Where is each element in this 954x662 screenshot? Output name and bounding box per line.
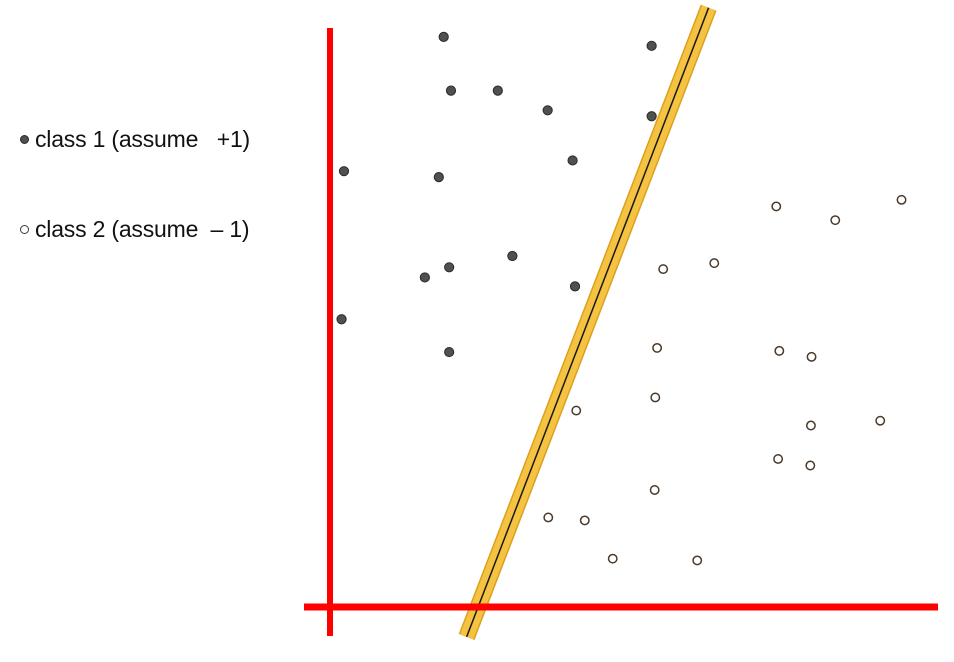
class-1-point (492, 85, 503, 96)
class-2-point (774, 345, 785, 356)
class-1-point (438, 31, 449, 42)
hollow-circle-icon (20, 224, 29, 234)
class-1-point (507, 250, 518, 262)
class-1-point (338, 166, 350, 177)
decision-boundary (458, 4, 717, 640)
filled-circle-icon (20, 134, 29, 144)
legend-label-class-1: class 1 (assume +1) (35, 126, 251, 152)
class-1-point (445, 85, 457, 96)
legend-label-class-2: class 2 (assume – 1) (35, 216, 250, 242)
class-2-point (543, 512, 554, 523)
class-1-point (567, 155, 578, 166)
class-2-point (709, 258, 720, 269)
class-1-point (336, 314, 347, 325)
class-2-point (658, 264, 669, 275)
class-1-point (444, 346, 455, 358)
class-1-point (646, 40, 657, 51)
class-2-point (830, 215, 841, 226)
class-2-point (692, 555, 703, 566)
legend-item-class-1: class 1 (assume +1) (20, 124, 250, 154)
class-2-point (650, 392, 661, 403)
class-2-point (806, 351, 817, 362)
class-2-point (773, 453, 784, 464)
class-1-point (419, 272, 430, 283)
class-1-point (569, 281, 581, 292)
class-2-point (571, 405, 582, 416)
class-2-point (607, 553, 618, 564)
class-2-point (805, 420, 816, 431)
legend-item-class-2: class 2 (assume – 1) (20, 214, 250, 244)
decision-boundary-line (465, 7, 710, 638)
class-2-point (652, 342, 663, 353)
class-2-point (579, 515, 590, 526)
class-1-point (646, 111, 657, 122)
axes (304, 28, 938, 636)
class-2-point (649, 485, 660, 495)
class-1-point (542, 105, 553, 116)
data-points (336, 31, 907, 566)
class-2-point (896, 194, 907, 205)
legend: class 1 (assume +1) class 2 (assume – 1) (20, 64, 250, 304)
class-2-point (805, 460, 816, 471)
class-2-point (875, 415, 886, 426)
class-1-point (444, 262, 455, 273)
class-1-point (433, 172, 444, 183)
class-2-point (771, 201, 782, 212)
